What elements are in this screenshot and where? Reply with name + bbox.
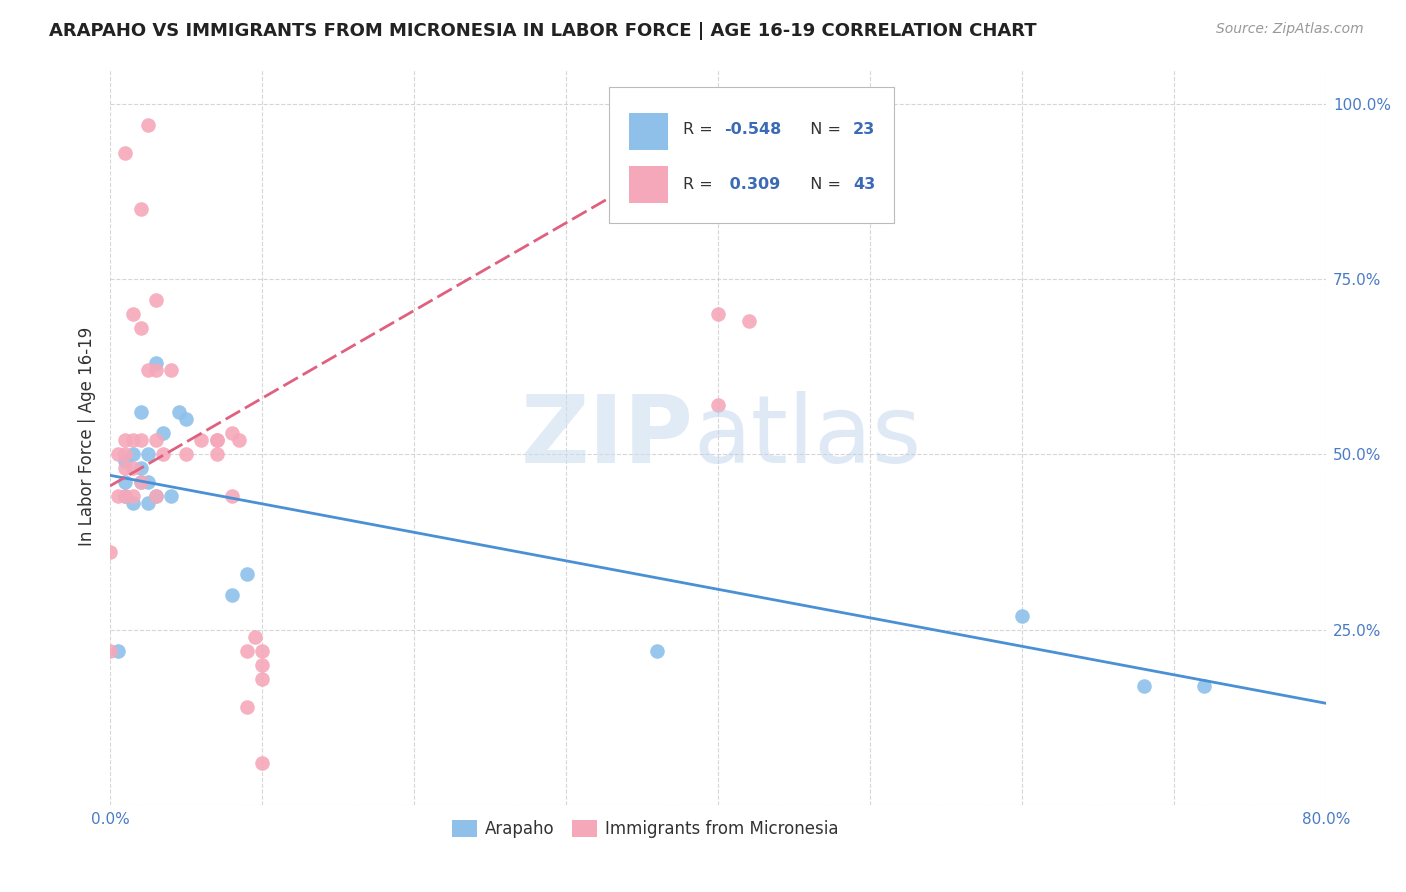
Point bbox=[737, 314, 759, 328]
Point bbox=[707, 307, 730, 321]
Point bbox=[114, 461, 136, 475]
Point bbox=[221, 426, 243, 441]
Point bbox=[145, 293, 167, 307]
Point bbox=[160, 363, 183, 377]
FancyBboxPatch shape bbox=[630, 112, 668, 150]
Point bbox=[122, 461, 145, 475]
Point bbox=[707, 398, 730, 412]
Point bbox=[145, 489, 167, 503]
Point bbox=[136, 363, 159, 377]
Point bbox=[152, 447, 174, 461]
Point bbox=[174, 412, 197, 426]
Point bbox=[228, 434, 250, 448]
FancyBboxPatch shape bbox=[609, 87, 894, 223]
Point bbox=[205, 434, 228, 448]
Point bbox=[205, 447, 228, 461]
Point bbox=[236, 643, 259, 657]
Point bbox=[136, 447, 159, 461]
Text: Source: ZipAtlas.com: Source: ZipAtlas.com bbox=[1216, 22, 1364, 37]
Text: 43: 43 bbox=[853, 177, 876, 192]
FancyBboxPatch shape bbox=[630, 167, 668, 203]
Point bbox=[114, 454, 136, 468]
Text: 23: 23 bbox=[853, 122, 876, 137]
Point bbox=[122, 496, 145, 510]
Point bbox=[160, 489, 183, 503]
Point bbox=[250, 657, 273, 672]
Point bbox=[129, 434, 152, 448]
Point bbox=[221, 588, 243, 602]
Point bbox=[136, 118, 159, 132]
Point bbox=[122, 489, 145, 503]
Point bbox=[647, 643, 669, 657]
Point bbox=[129, 475, 152, 490]
Point bbox=[152, 426, 174, 441]
Legend: Arapaho, Immigrants from Micronesia: Arapaho, Immigrants from Micronesia bbox=[446, 813, 845, 845]
Point bbox=[129, 475, 152, 490]
Point bbox=[250, 672, 273, 686]
Point bbox=[98, 545, 121, 559]
Point bbox=[250, 756, 273, 770]
Point bbox=[107, 643, 129, 657]
Text: R =: R = bbox=[683, 177, 717, 192]
Point bbox=[129, 202, 152, 216]
Point bbox=[145, 434, 167, 448]
Point bbox=[250, 643, 273, 657]
Point bbox=[243, 630, 266, 644]
Point bbox=[98, 643, 121, 657]
Point bbox=[174, 447, 197, 461]
Point bbox=[1194, 679, 1216, 693]
Point bbox=[136, 496, 159, 510]
Point bbox=[145, 356, 167, 370]
Point bbox=[167, 405, 190, 419]
Point bbox=[221, 489, 243, 503]
Point bbox=[114, 447, 136, 461]
Point bbox=[205, 434, 228, 448]
Point bbox=[122, 434, 145, 448]
Text: N =: N = bbox=[800, 122, 845, 137]
Point bbox=[114, 489, 136, 503]
Point bbox=[114, 489, 136, 503]
Point bbox=[129, 321, 152, 335]
Text: R =: R = bbox=[683, 122, 717, 137]
Text: N =: N = bbox=[800, 177, 845, 192]
Point bbox=[145, 489, 167, 503]
Text: atlas: atlas bbox=[693, 391, 922, 483]
Point bbox=[236, 699, 259, 714]
Point bbox=[136, 475, 159, 490]
Point bbox=[114, 434, 136, 448]
Point bbox=[114, 145, 136, 160]
Point bbox=[190, 434, 212, 448]
Point bbox=[1011, 608, 1033, 623]
Point bbox=[236, 566, 259, 581]
Text: ZIP: ZIP bbox=[520, 391, 693, 483]
Point bbox=[107, 489, 129, 503]
Point bbox=[129, 461, 152, 475]
Text: ARAPAHO VS IMMIGRANTS FROM MICRONESIA IN LABOR FORCE | AGE 16-19 CORRELATION CHA: ARAPAHO VS IMMIGRANTS FROM MICRONESIA IN… bbox=[49, 22, 1036, 40]
Point bbox=[122, 447, 145, 461]
Y-axis label: In Labor Force | Age 16-19: In Labor Force | Age 16-19 bbox=[79, 327, 96, 547]
Text: -0.548: -0.548 bbox=[724, 122, 782, 137]
Text: 0.309: 0.309 bbox=[724, 177, 780, 192]
Point bbox=[145, 363, 167, 377]
Point bbox=[114, 475, 136, 490]
Point bbox=[1132, 679, 1154, 693]
Point bbox=[122, 307, 145, 321]
Point bbox=[129, 405, 152, 419]
Point bbox=[107, 447, 129, 461]
